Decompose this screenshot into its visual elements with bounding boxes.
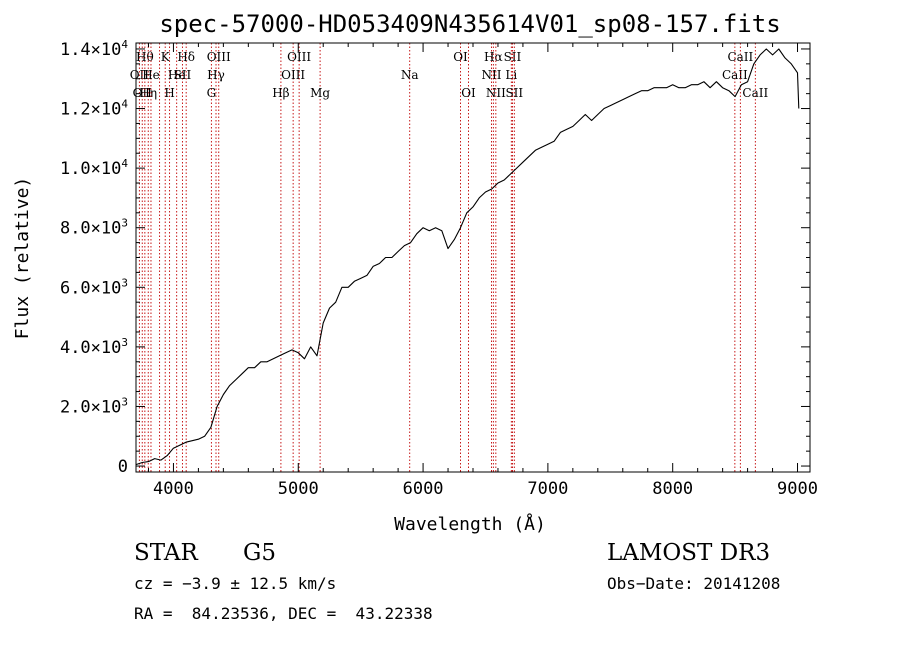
line-marker-label-20: OI [461,86,476,100]
y-tick-label-5: 1.0×104 [60,157,128,179]
line-marker-label-19: OI [453,50,468,64]
line-marker-label-27: CaII [722,68,748,82]
line-marker-label-13: OIII [207,50,231,64]
x-tick-label-5: 9000 [777,479,818,499]
line-marker-label-23: NII [486,86,506,100]
line-marker-label-15: OIII [281,68,305,82]
x-tick-label-4: 8000 [652,479,693,499]
y-tick-label-3: 6.0×103 [60,276,128,298]
y-tick-label-0: 0 [118,457,128,477]
y-tick-exponent-1: 3 [121,395,128,408]
line-marker-label-21: NII [481,68,501,82]
y-tick-exponent-4: 3 [121,217,128,230]
y-tick-label-4: 8.0×103 [60,217,128,239]
y-axis-label: Flux (relative) [12,177,33,340]
chart-title: spec-57000-HD053409N435614V01_sp08-157.f… [159,10,780,38]
line-marker-label-10: Hδ [177,50,195,64]
line-marker-label-18: Na [401,68,419,82]
x-tick-label-3: 7000 [527,479,568,499]
line-marker-label-12: Hγ [207,68,225,82]
line-marker-label-17: Mg [310,86,330,100]
y-tick-exponent-5: 4 [121,157,128,170]
y-tick-exponent-2: 3 [121,336,128,349]
line-marker-label-1: OII [133,86,153,100]
line-marker-label-16: OIII [287,50,311,64]
line-marker-label-6: K [161,50,171,64]
y-tick-label-7: 1.4×104 [60,38,128,60]
x-tick-label-1: 5000 [278,479,319,499]
axes: 4000 5000 6000 7000 8000 9000 0 2.0×103 4.0×103 6… [60,38,818,499]
flux-line [135,48,800,466]
line-marker-label-11: G [207,86,217,100]
line-marker-label-3: Hη [139,86,157,100]
x-tick-label-0: 4000 [153,479,194,499]
y-tick-label-2: 4.0×103 [60,336,128,358]
coordinates: RA = 84.23536, DEC = 43.22338 [134,604,433,623]
x-axis-label: Wavelength (Å) [394,513,546,535]
y-tick-exponent-3: 3 [121,276,128,289]
object-class: STAR [134,540,198,566]
line-marker-label-4: He [142,68,160,82]
plot-frame [135,42,811,473]
emission-line-markers: OIIOIIHθHηHeKHHeSIIHδGHγOIIIHβOIIIOIIIMg… [130,43,768,472]
obs-date: Obs−Date: 20141208 [607,574,781,593]
line-marker-label-25: SII [504,50,522,64]
x-tick-label-2: 6000 [403,479,444,499]
redshift-readout: cz = −3.9 ± 12.5 km/s [134,574,337,593]
line-marker-label-8: He [168,68,186,82]
spectrum-series [135,48,800,466]
survey-name: LAMOST DR3 [607,540,771,566]
y-tick-exponent-7: 4 [121,38,128,51]
line-marker-label-14: Hβ [272,86,289,100]
line-marker-label-29: CaII [742,86,768,100]
spectrum-chart: spec-57000-HD053409N435614V01_sp08-157.f… [12,10,818,535]
line-marker-label-2: Hθ [136,50,154,64]
line-marker-label-24: Li [505,68,517,82]
y-tick-exponent-6: 4 [121,98,128,111]
line-marker-label-7: H [164,86,174,100]
line-marker-label-0: OII [130,68,150,82]
y-tick-label-1: 2.0×103 [60,395,128,417]
line-marker-label-28: CaII [727,50,753,64]
subclass: G5 [243,540,277,566]
line-marker-label-26: SII [505,86,523,100]
line-marker-label-22: Hα [484,50,503,64]
line-marker-label-9: SII [174,68,192,82]
y-tick-label-6: 1.2×104 [60,98,128,120]
